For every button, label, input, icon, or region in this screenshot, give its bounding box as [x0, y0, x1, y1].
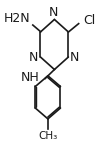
Text: N: N — [69, 50, 79, 63]
Text: N: N — [29, 50, 38, 63]
Text: Cl: Cl — [83, 14, 96, 27]
Text: H2N: H2N — [4, 12, 30, 25]
Text: NH: NH — [20, 71, 39, 84]
Text: N: N — [49, 6, 58, 19]
Text: CH₃: CH₃ — [38, 131, 58, 141]
